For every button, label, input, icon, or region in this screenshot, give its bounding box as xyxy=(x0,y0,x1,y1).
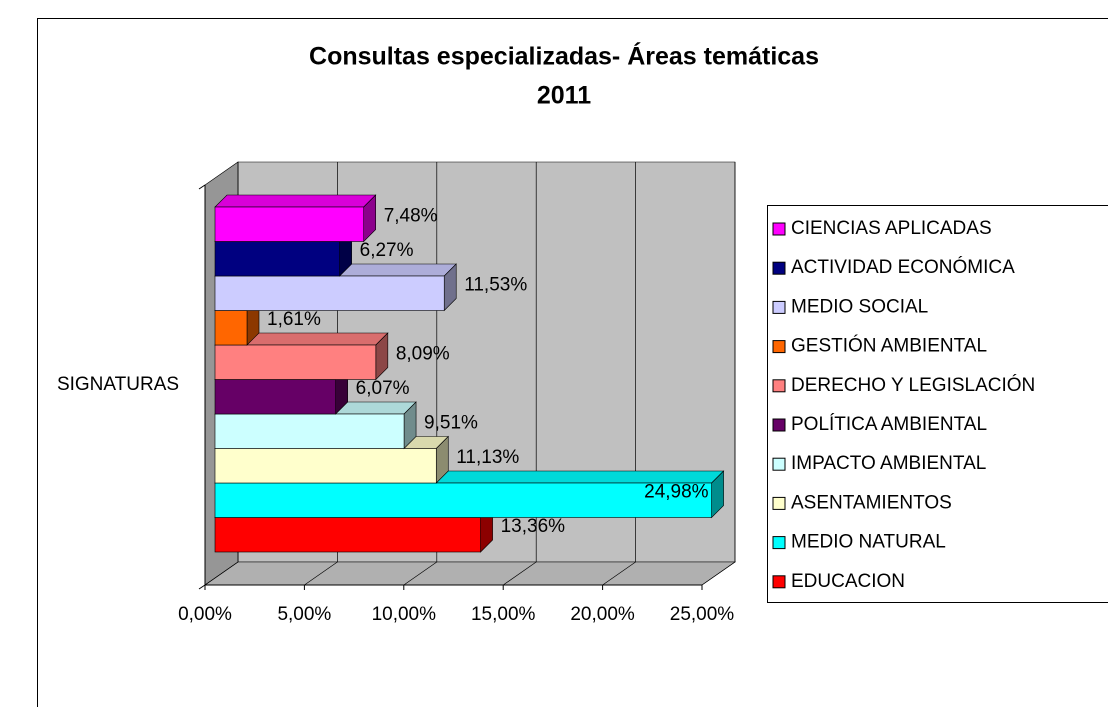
data-label: 11,53% xyxy=(464,274,527,295)
data-label: 6,27% xyxy=(360,240,414,261)
legend-swatch xyxy=(772,222,786,236)
chart-title: Consultas especializadas- Áreas temática… xyxy=(309,42,819,71)
data-label: 6,07% xyxy=(356,378,410,399)
x-tick-label: 20,00% xyxy=(570,604,635,625)
bar xyxy=(214,517,481,553)
grid-line xyxy=(502,162,537,586)
bar xyxy=(214,344,377,380)
x-tick-label: 0,00% xyxy=(178,604,232,625)
x-tick-label: 15,00% xyxy=(471,604,536,625)
legend-label: IMPACTO AMBIENTAL xyxy=(791,453,986,474)
legend-label: GESTIÓN AMBIENTAL xyxy=(791,335,987,357)
legend-label: CIENCIAS APLICADAS xyxy=(791,218,992,239)
legend-label: EDUCACION xyxy=(791,571,905,592)
legend-swatch xyxy=(772,496,786,510)
legend-label: DERECHO Y LEGISLACIÓN xyxy=(791,374,1035,396)
legend-swatch xyxy=(772,340,786,354)
bar xyxy=(214,413,405,449)
x-tick-label: 5,00% xyxy=(277,604,331,625)
data-label: 24,98% xyxy=(644,481,709,502)
axis-line xyxy=(198,584,206,590)
legend-box xyxy=(767,205,1108,603)
floor xyxy=(204,561,736,586)
legend-swatch xyxy=(772,536,786,550)
legend-swatch xyxy=(772,418,786,432)
legend-label: ASENTAMIENTOS xyxy=(791,492,952,513)
category-label: SIGNATURAS xyxy=(57,374,179,395)
bar xyxy=(214,241,340,277)
bar xyxy=(214,206,365,242)
data-label: 9,51% xyxy=(424,412,478,433)
data-label: 1,61% xyxy=(267,309,321,330)
legend-label: MEDIO NATURAL xyxy=(791,532,946,553)
x-tick-label: 25,00% xyxy=(670,604,735,625)
legend-swatch xyxy=(772,261,786,275)
axis-line xyxy=(198,184,206,190)
bar xyxy=(214,310,248,346)
data-label: 13,36% xyxy=(501,516,566,537)
chart-title: 2011 xyxy=(537,82,591,110)
x-tick-label: 10,00% xyxy=(372,604,437,625)
legend-swatch xyxy=(772,300,786,314)
grid-line xyxy=(701,162,736,586)
legend-swatch xyxy=(772,379,786,393)
bar-top xyxy=(214,194,377,208)
legend-label: MEDIO SOCIAL xyxy=(791,296,928,317)
data-label: 7,48% xyxy=(384,205,438,226)
bar xyxy=(214,448,437,484)
legend-label: POLÍTICA AMBIENTAL xyxy=(791,414,987,435)
bar xyxy=(214,379,336,415)
legend-swatch xyxy=(772,575,786,589)
grid-line xyxy=(602,162,636,586)
legend-label: ACTIVIDAD ECONÓMICA xyxy=(791,256,1015,278)
data-label: 8,09% xyxy=(396,343,450,364)
bar xyxy=(214,275,445,311)
data-label: 11,13% xyxy=(456,447,519,468)
bar xyxy=(214,482,712,518)
legend-swatch xyxy=(772,457,786,471)
